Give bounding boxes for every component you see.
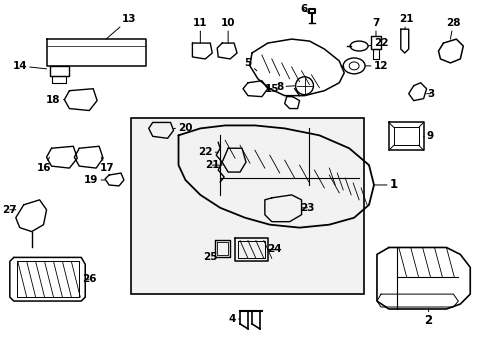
Text: 24: 24 bbox=[267, 244, 282, 255]
Text: 8: 8 bbox=[276, 82, 295, 92]
Text: 20: 20 bbox=[173, 123, 192, 134]
Text: 14: 14 bbox=[12, 61, 46, 71]
Text: 23: 23 bbox=[300, 203, 314, 213]
Text: 2: 2 bbox=[424, 309, 432, 327]
Text: 6: 6 bbox=[299, 4, 309, 14]
Text: 1: 1 bbox=[373, 179, 397, 192]
Text: 5: 5 bbox=[244, 58, 256, 71]
Text: 3: 3 bbox=[426, 89, 433, 99]
Text: 22: 22 bbox=[198, 147, 218, 157]
Text: 10: 10 bbox=[221, 18, 235, 43]
Text: 12: 12 bbox=[365, 61, 387, 71]
Text: 19: 19 bbox=[84, 175, 105, 185]
Text: 28: 28 bbox=[445, 18, 460, 39]
Text: 21: 21 bbox=[204, 160, 222, 170]
Text: 7: 7 bbox=[371, 18, 379, 36]
Text: 22: 22 bbox=[367, 38, 387, 48]
Text: 9: 9 bbox=[423, 131, 433, 141]
Bar bbox=[131, 118, 364, 294]
Text: 4: 4 bbox=[228, 314, 240, 324]
Text: 18: 18 bbox=[46, 95, 64, 105]
Text: 26: 26 bbox=[82, 274, 96, 284]
Text: 27: 27 bbox=[2, 205, 17, 215]
Text: 25: 25 bbox=[203, 249, 217, 262]
Text: 11: 11 bbox=[193, 18, 207, 43]
Text: 17: 17 bbox=[100, 157, 114, 173]
Text: 16: 16 bbox=[36, 157, 51, 173]
Text: 13: 13 bbox=[106, 14, 136, 39]
Text: 21: 21 bbox=[399, 14, 413, 29]
Text: 15: 15 bbox=[264, 84, 279, 94]
